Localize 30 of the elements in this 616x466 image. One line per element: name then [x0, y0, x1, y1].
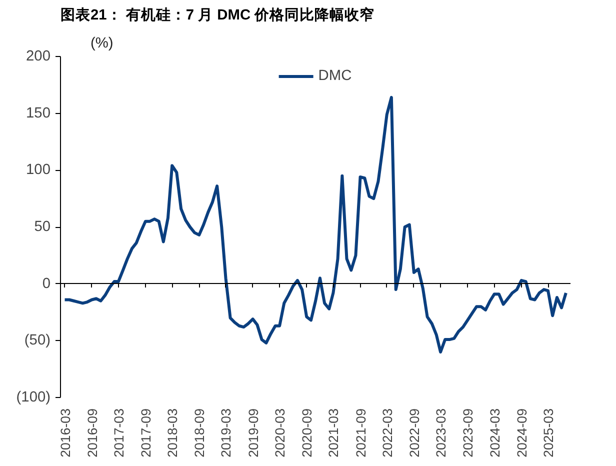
x-tick-label: 2023-03: [434, 408, 449, 458]
y-tick-label: 100: [26, 162, 51, 178]
x-tick-label: 2017-09: [138, 408, 154, 458]
legend-label: DMC: [318, 68, 352, 84]
x-tick-label: 2020-09: [300, 408, 315, 458]
x-tick-label: 2020-03: [272, 408, 288, 458]
x-tick-label: 2017-03: [111, 408, 126, 458]
y-tick-label: 0: [42, 276, 51, 292]
x-tick-label: 2016-03: [58, 408, 73, 458]
y-tick-label: (100): [16, 390, 51, 406]
x-tick-label: 2018-03: [165, 408, 180, 458]
x-tick-label: 2019-09: [246, 408, 261, 458]
chart-title: 图表21： 有机硅：7 月 DMC 价格同比降幅收窄: [60, 6, 375, 24]
x-tick-label: 2021-03: [326, 408, 342, 458]
x-tick-label: 2024-03: [487, 408, 502, 458]
y-tick-label: 150: [26, 105, 51, 122]
y-axis-title: (%): [90, 36, 114, 52]
y-tick-label: 50: [34, 219, 51, 235]
x-tick-label: 2016-09: [84, 408, 100, 458]
x-tick-label: 2022-03: [380, 408, 395, 458]
x-tick-label: 2025-03: [541, 408, 556, 458]
x-tick-label: 2024-09: [514, 408, 530, 458]
y-tick-label: (50): [24, 332, 51, 349]
x-tick-label: 2018-09: [192, 408, 208, 458]
x-tick-label: 2019-03: [218, 408, 234, 458]
y-tick-label: 200: [26, 48, 51, 64]
x-tick-label: 2021-09: [353, 408, 368, 458]
x-tick-label: 2023-09: [460, 408, 476, 458]
x-tick-label: 2022-09: [406, 408, 422, 458]
line-series: [63, 96, 568, 354]
